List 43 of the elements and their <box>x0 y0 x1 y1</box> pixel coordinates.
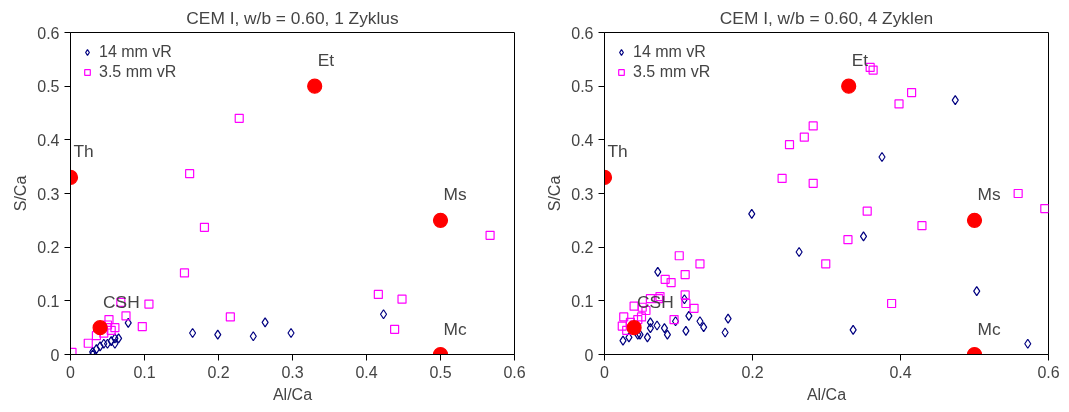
legend-label: 14 mm vR <box>99 43 172 61</box>
y-tick-label: 0.3 <box>37 185 60 203</box>
x-tick-label: 0.4 <box>889 363 912 381</box>
y-tick-label: 0.2 <box>571 239 594 257</box>
annotation: Mc <box>977 318 1001 339</box>
y-tick-label: 0.3 <box>571 185 594 203</box>
annotation: Mc <box>443 318 467 339</box>
chart-title: CEM I, w/b = 0.60, 4 Zyklen <box>719 7 934 28</box>
x-tick-label: 0.3 <box>281 363 304 381</box>
annotation: Ms <box>977 184 1001 205</box>
legend-label: 3.5 mm vR <box>633 63 711 81</box>
chart-title: CEM I, w/b = 0.60, 1 Zyklus <box>186 7 400 28</box>
x-tick-label: 0 <box>66 363 76 381</box>
x-axis-title: Al/Ca <box>272 385 313 403</box>
x-tick-label: 0 <box>600 363 610 381</box>
annotation: Th <box>607 141 628 162</box>
x-axis-title: Al/Ca <box>806 385 847 403</box>
y-tick-label: 0 <box>50 346 60 364</box>
legend-label: 3.5 mm vR <box>99 63 177 81</box>
annotation: Et <box>317 50 335 71</box>
legend-label: 14 mm vR <box>633 43 706 61</box>
y-tick-label: 0.1 <box>37 292 60 310</box>
annotation: Ms <box>443 184 467 205</box>
y-tick-label: 0.5 <box>571 78 594 96</box>
annotation: Th <box>73 141 94 162</box>
y-tick-label: 0.5 <box>37 78 60 96</box>
y-tick-label: 0.4 <box>571 131 594 149</box>
x-tick-label: 0.2 <box>207 363 230 381</box>
y-tick-label: 0.6 <box>37 24 60 42</box>
y-axis-title: S/Ca <box>12 175 30 212</box>
x-tick-label: 0.6 <box>503 363 526 381</box>
annotation: Et <box>851 50 869 71</box>
y-axis-title: S/Ca <box>546 175 564 212</box>
y-tick-label: 0.6 <box>571 24 594 42</box>
x-tick-label: 0.6 <box>1037 363 1060 381</box>
y-tick-label: 0 <box>584 346 594 364</box>
y-tick-label: 0.2 <box>37 239 60 257</box>
y-tick-label: 0.4 <box>37 131 60 149</box>
y-tick-label: 0.1 <box>571 292 594 310</box>
x-tick-label: 0.4 <box>355 363 378 381</box>
x-tick-label: 0.5 <box>429 363 452 381</box>
x-tick-label: 0.2 <box>741 363 764 381</box>
x-tick-label: 0.1 <box>133 363 156 381</box>
